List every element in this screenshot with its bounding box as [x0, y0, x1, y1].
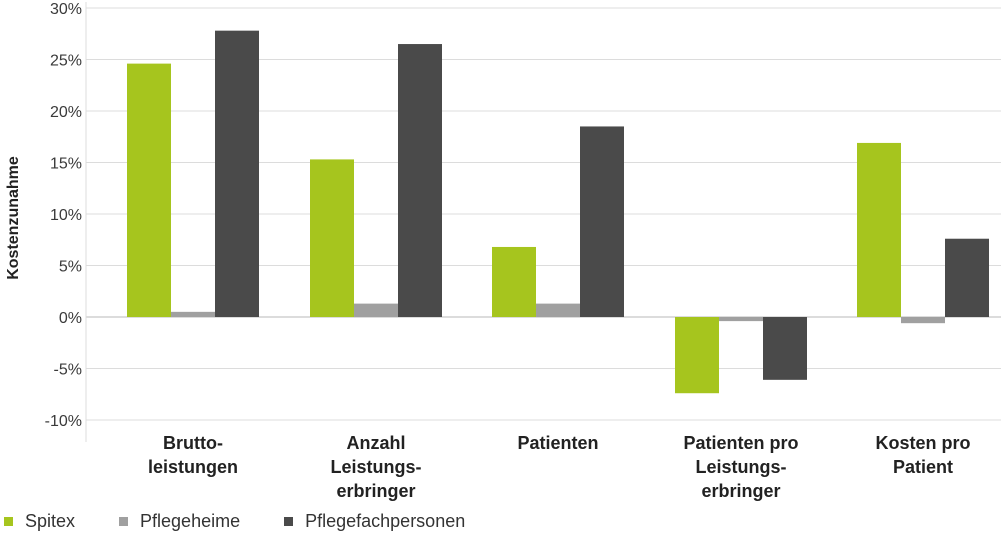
- bar-spitex-1: [310, 159, 354, 317]
- bar-pflegefachpersonen-0: [215, 30, 259, 317]
- y-tick-label: -5%: [54, 362, 82, 379]
- bar-spitex-2: [492, 246, 536, 317]
- bar-pflegeheime-1: [354, 303, 398, 317]
- y-tick-label: 10%: [50, 207, 82, 224]
- legend-item-pflegeheime: Pflegeheime: [119, 511, 240, 532]
- legend-swatch-spitex: [4, 517, 13, 526]
- bar-spitex-3: [675, 317, 719, 394]
- y-tick-label: 20%: [50, 104, 82, 121]
- y-axis-ticks: -10% -5% 0% 5% 10% 15% 20% 25% 30%: [45, 1, 82, 430]
- bar-pflegefachpersonen-4: [945, 238, 989, 317]
- y-tick-label: -10%: [45, 413, 82, 430]
- legend-label-pflegeheime: Pflegeheime: [140, 511, 241, 531]
- bar-pflegeheime-2: [536, 303, 580, 317]
- bars: [127, 30, 989, 394]
- y-tick-label: 5%: [59, 259, 82, 276]
- bar-pflegefachpersonen-3: [763, 317, 807, 380]
- category-label: Patienten pro Leistungs-erbringer: [683, 433, 798, 501]
- legend-swatch-pflegefachpersonen: [284, 517, 294, 526]
- bar-pflegefachpersonen-2: [580, 126, 624, 317]
- legend: Spitex Pflegeheime Pflegefachpersonen: [4, 511, 509, 532]
- y-tick-label: 30%: [50, 1, 82, 18]
- bar-spitex-0: [127, 63, 171, 318]
- bar-spitex-4: [857, 142, 901, 317]
- y-axis-label: Kostenzunahme: [5, 156, 22, 280]
- bar-pflegefachpersonen-1: [398, 44, 442, 318]
- y-tick-label: 15%: [50, 156, 82, 173]
- category-label: Anzahl Leistungs-erbringer: [330, 433, 421, 501]
- bar-pflegeheime-3: [719, 317, 763, 322]
- y-tick-label: 0%: [59, 310, 82, 327]
- legend-label-pflegefachpersonen: Pflegefachpersonen: [305, 511, 466, 531]
- category-label: Patienten: [517, 433, 598, 453]
- legend-item-pflegefachpersonen: Pflegefachpersonen: [284, 511, 465, 532]
- category-labels: Brutto-leistungen Anzahl Leistungs-erbring…: [148, 433, 971, 501]
- legend-swatch-pflegeheime: [119, 517, 129, 526]
- legend-item-spitex: Spitex: [4, 511, 75, 532]
- bar-pflegeheime-4: [901, 317, 945, 324]
- bar-chart: -10% -5% 0% 5% 10% 15% 20% 25% 30% Brutto-leistu…: [5, 1, 1001, 501]
- y-tick-label: 25%: [50, 53, 82, 70]
- bar-pflegeheime-0: [171, 311, 215, 317]
- category-label: Brutto-leistungen: [148, 433, 238, 477]
- legend-label-spitex: Spitex: [25, 511, 76, 531]
- category-label: Kosten pro Patient: [875, 433, 970, 477]
